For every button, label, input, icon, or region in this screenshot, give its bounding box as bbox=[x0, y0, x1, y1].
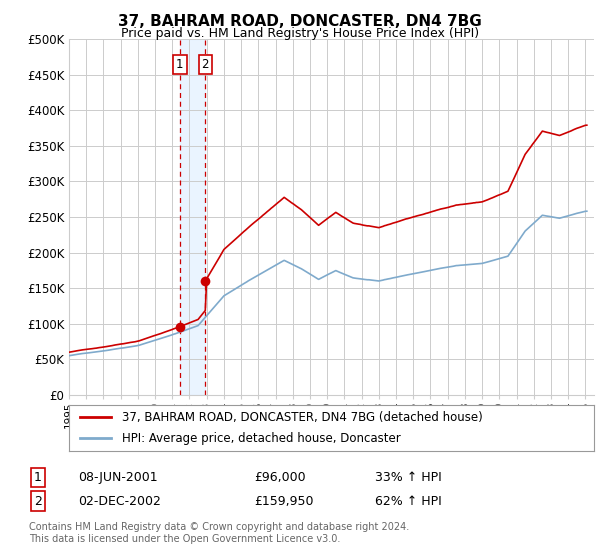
Text: 37, BAHRAM ROAD, DONCASTER, DN4 7BG (detached house): 37, BAHRAM ROAD, DONCASTER, DN4 7BG (det… bbox=[121, 411, 482, 424]
Text: 33% ↑ HPI: 33% ↑ HPI bbox=[375, 471, 442, 484]
Text: 08-JUN-2001: 08-JUN-2001 bbox=[78, 471, 158, 484]
Text: HPI: Average price, detached house, Doncaster: HPI: Average price, detached house, Donc… bbox=[121, 432, 400, 445]
Text: 2: 2 bbox=[202, 58, 209, 71]
Bar bbox=[180, 39, 205, 395]
Text: 1: 1 bbox=[34, 471, 42, 484]
Text: 62% ↑ HPI: 62% ↑ HPI bbox=[375, 494, 442, 507]
Text: £96,000: £96,000 bbox=[254, 471, 305, 484]
Text: Contains HM Land Registry data © Crown copyright and database right 2024.
This d: Contains HM Land Registry data © Crown c… bbox=[29, 522, 410, 544]
Text: 37, BAHRAM ROAD, DONCASTER, DN4 7BG: 37, BAHRAM ROAD, DONCASTER, DN4 7BG bbox=[118, 14, 482, 29]
Text: £159,950: £159,950 bbox=[254, 494, 313, 507]
Text: Price paid vs. HM Land Registry's House Price Index (HPI): Price paid vs. HM Land Registry's House … bbox=[121, 27, 479, 40]
Text: 1: 1 bbox=[176, 58, 184, 71]
Text: 2: 2 bbox=[34, 494, 42, 507]
Text: 02-DEC-2002: 02-DEC-2002 bbox=[78, 494, 161, 507]
